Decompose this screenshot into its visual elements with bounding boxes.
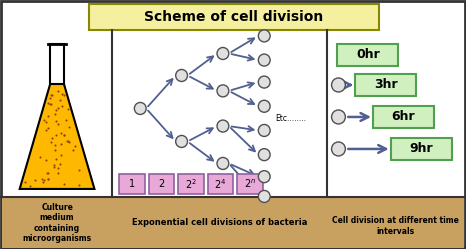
FancyBboxPatch shape (112, 197, 327, 248)
Text: Exponential cell divisions of bacteria: Exponential cell divisions of bacteria (132, 218, 307, 227)
Text: Cell division at different time
intervals: Cell division at different time interval… (332, 216, 459, 236)
Circle shape (217, 157, 229, 170)
Circle shape (217, 48, 229, 60)
Circle shape (258, 100, 270, 112)
Circle shape (258, 171, 270, 183)
FancyBboxPatch shape (237, 174, 263, 194)
Circle shape (258, 76, 270, 88)
FancyBboxPatch shape (355, 74, 416, 96)
FancyBboxPatch shape (373, 106, 434, 128)
Text: 2$^4$: 2$^4$ (214, 177, 227, 191)
Text: 0hr: 0hr (356, 49, 380, 62)
FancyBboxPatch shape (178, 174, 204, 194)
Circle shape (176, 69, 188, 81)
Text: 2: 2 (158, 179, 164, 189)
Text: 3hr: 3hr (374, 78, 398, 91)
Text: 1: 1 (129, 179, 135, 189)
Text: 2$^2$: 2$^2$ (185, 177, 197, 191)
Circle shape (258, 149, 270, 161)
Circle shape (217, 120, 229, 132)
Circle shape (258, 190, 270, 202)
Text: 6hr: 6hr (392, 111, 415, 124)
FancyBboxPatch shape (119, 174, 145, 194)
FancyBboxPatch shape (337, 44, 399, 66)
Text: Scheme of cell division: Scheme of cell division (144, 10, 323, 24)
FancyBboxPatch shape (208, 174, 233, 194)
Circle shape (332, 142, 346, 156)
FancyBboxPatch shape (2, 197, 112, 248)
Circle shape (176, 135, 188, 147)
FancyBboxPatch shape (50, 44, 64, 84)
Circle shape (217, 85, 229, 97)
Circle shape (332, 110, 346, 124)
Text: Culture
medium
containing
microorganisms: Culture medium containing microorganisms (22, 203, 91, 243)
FancyBboxPatch shape (148, 174, 174, 194)
Text: Etc........: Etc........ (275, 114, 306, 123)
FancyBboxPatch shape (391, 138, 452, 160)
Circle shape (258, 54, 270, 66)
Circle shape (332, 78, 346, 92)
FancyBboxPatch shape (327, 197, 465, 248)
Text: 9hr: 9hr (409, 142, 433, 155)
Circle shape (258, 30, 270, 42)
Circle shape (134, 103, 146, 115)
FancyBboxPatch shape (89, 4, 379, 30)
Polygon shape (20, 84, 94, 189)
Circle shape (258, 124, 270, 136)
FancyBboxPatch shape (1, 1, 465, 248)
Text: 2$^n$: 2$^n$ (244, 178, 256, 190)
